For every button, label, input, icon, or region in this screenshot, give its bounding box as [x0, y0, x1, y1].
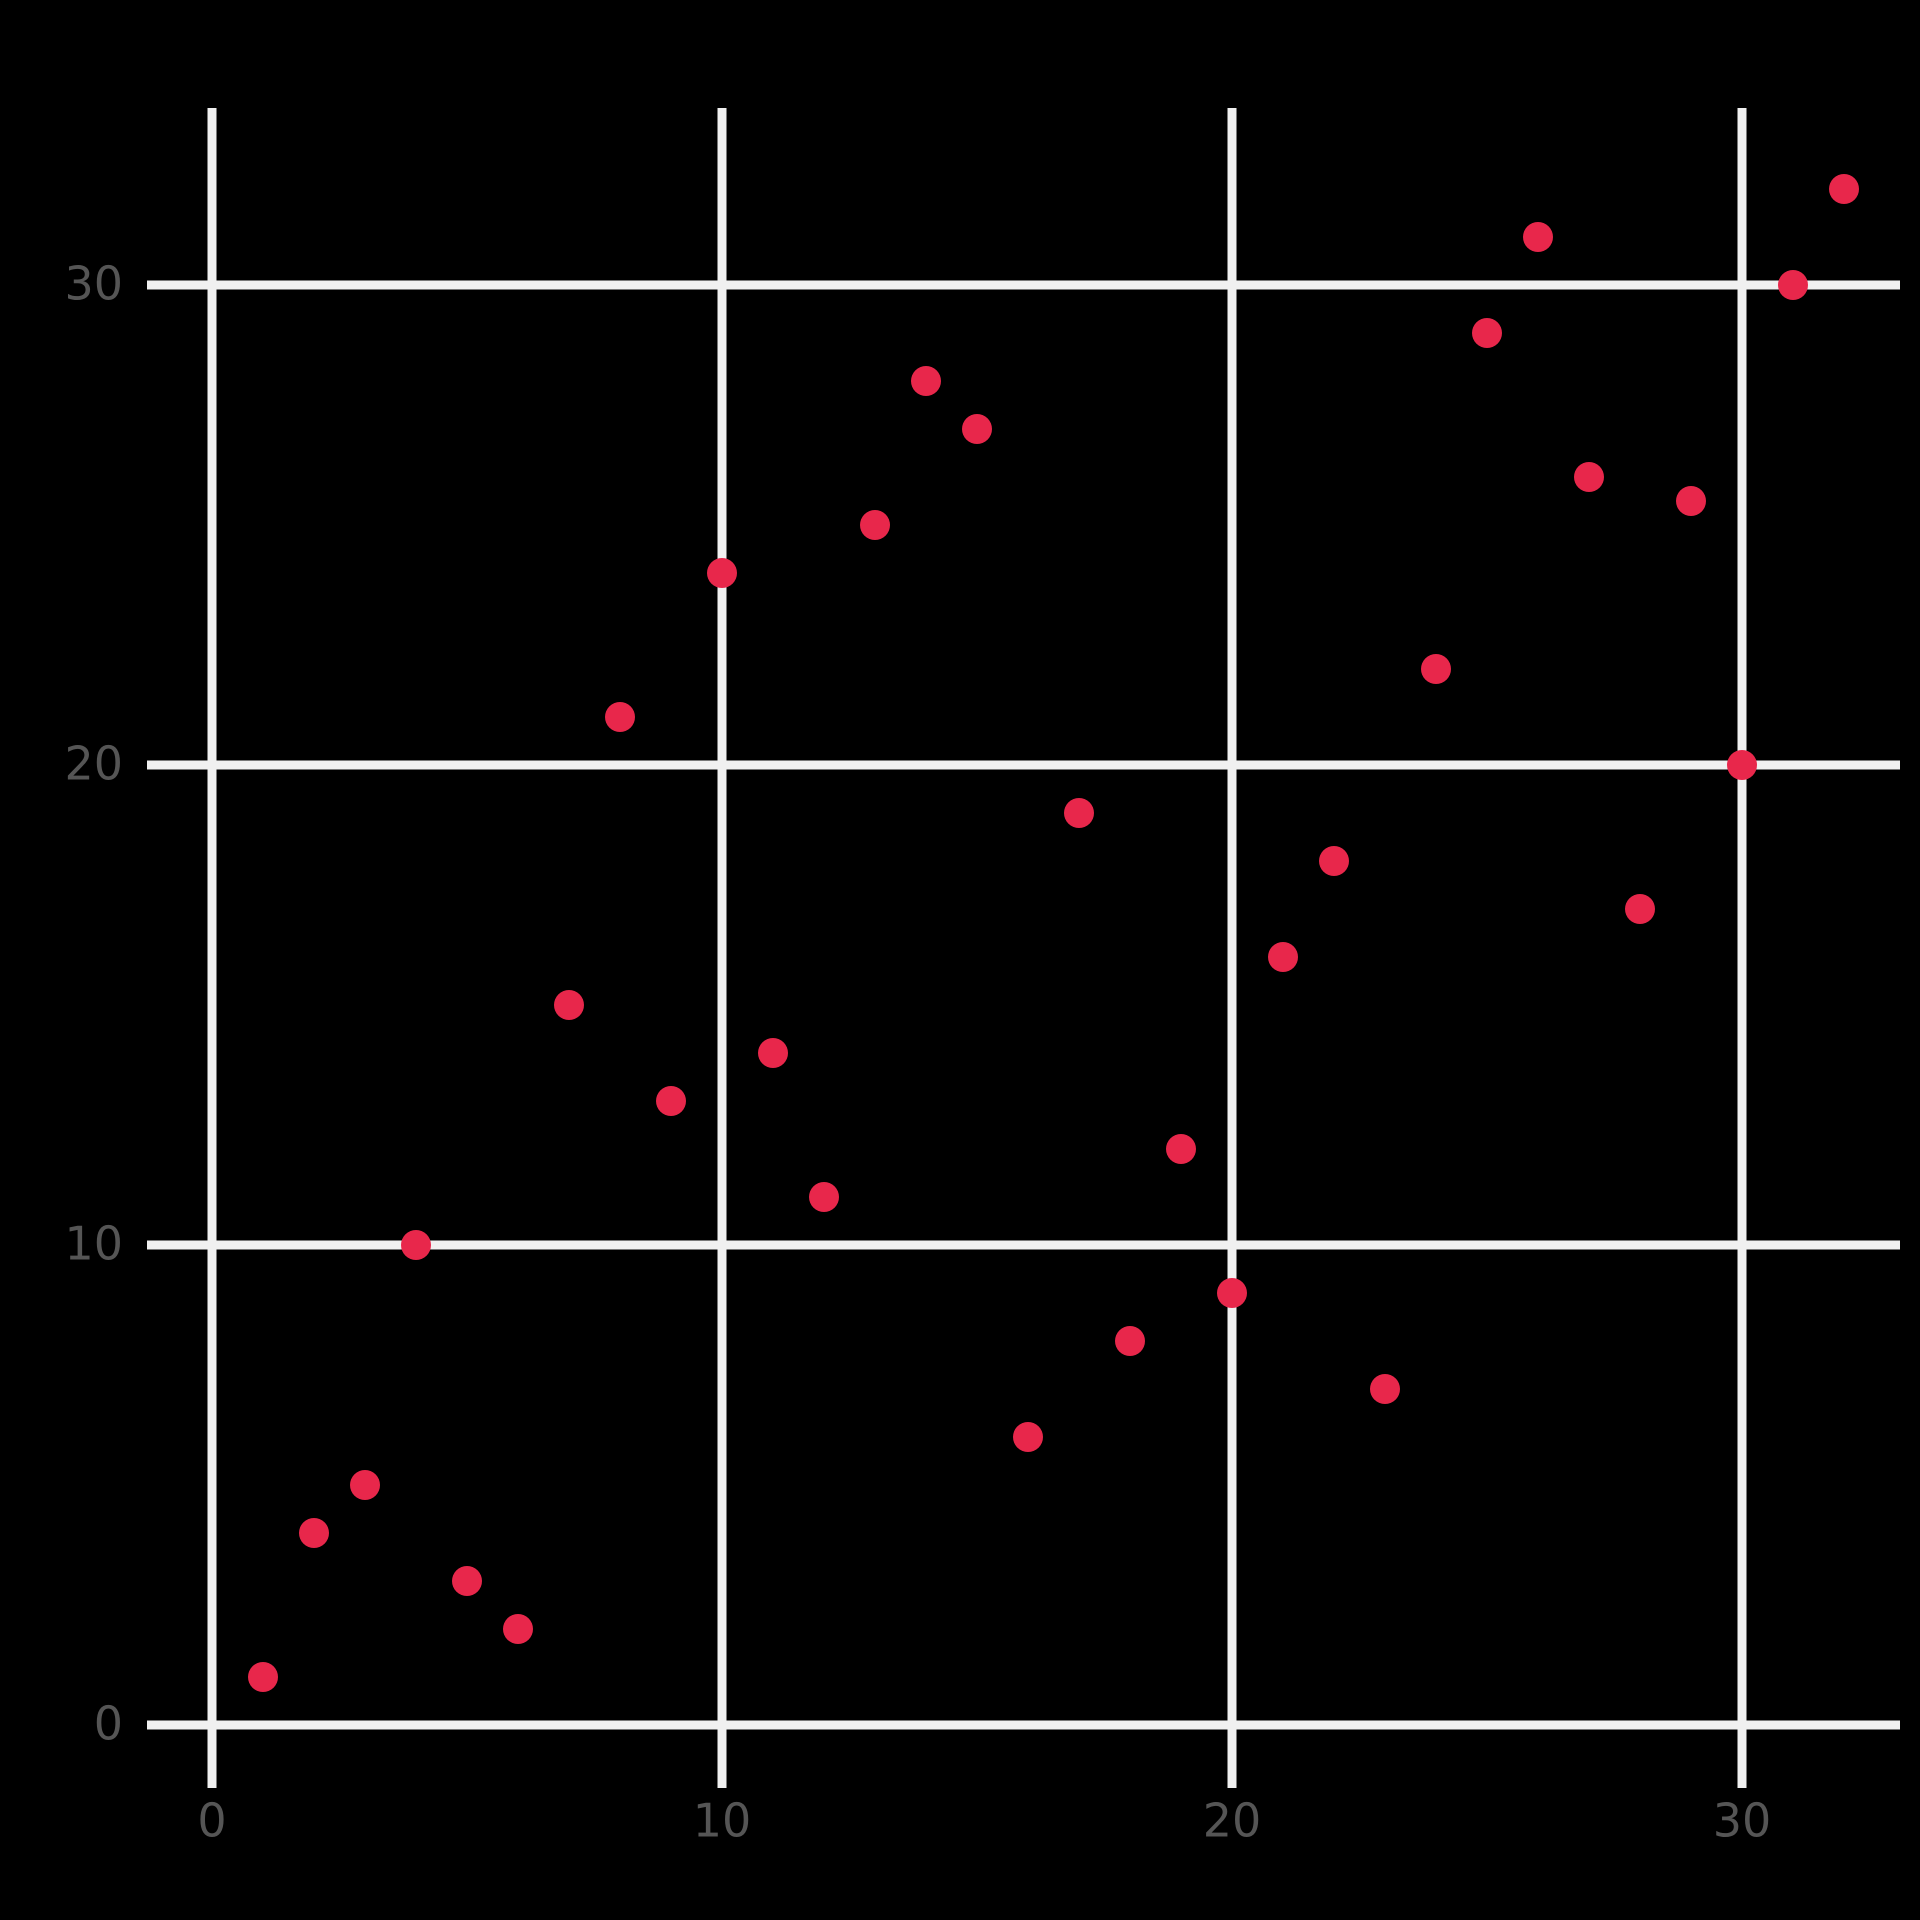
- scatter-point: [1013, 1422, 1043, 1452]
- data-points: [248, 174, 1859, 1692]
- scatter-point: [1574, 462, 1604, 492]
- y-tick-label: 0: [94, 1697, 123, 1751]
- scatter-point: [1319, 846, 1349, 876]
- scatter-point: [809, 1182, 839, 1212]
- scatter-point: [1217, 1278, 1247, 1308]
- x-tick-label: 20: [1203, 1793, 1262, 1847]
- grid-lines: [175, 108, 1900, 1760]
- scatter-point: [1829, 174, 1859, 204]
- scatter-point: [350, 1470, 380, 1500]
- scatter-point: [299, 1518, 329, 1548]
- scatter-point: [1370, 1374, 1400, 1404]
- scatter-point: [1472, 318, 1502, 348]
- scatter-point: [1625, 894, 1655, 924]
- scatter-point: [1523, 222, 1553, 252]
- scatter-point: [1421, 654, 1451, 684]
- scatter-point: [248, 1662, 278, 1692]
- scatter-point: [962, 414, 992, 444]
- y-tick-label: 20: [64, 737, 123, 791]
- scatter-point: [503, 1614, 533, 1644]
- scatter-point: [605, 702, 635, 732]
- scatter-point: [911, 366, 941, 396]
- scatter-point: [401, 1230, 431, 1260]
- axis-tick-marks: [147, 280, 1747, 1788]
- y-tick-label: 10: [64, 1217, 123, 1271]
- scatter-point: [1064, 798, 1094, 828]
- scatter-point: [1676, 486, 1706, 516]
- scatter-point: [554, 990, 584, 1020]
- x-axis-tick-labels: 0 10 20 30: [197, 1793, 1771, 1847]
- scatter-point: [860, 510, 890, 540]
- y-axis-tick-labels: 0 10 20 30: [64, 257, 123, 1751]
- scatter-point: [707, 558, 737, 588]
- axis-spines: [175, 108, 1900, 1760]
- scatter-point: [1778, 270, 1808, 300]
- scatter-point: [1115, 1326, 1145, 1356]
- y-tick-label: 30: [64, 257, 123, 311]
- x-tick-label: 0: [197, 1793, 226, 1847]
- x-tick-label: 10: [693, 1793, 752, 1847]
- scatter-point: [656, 1086, 686, 1116]
- scatter-point: [1268, 942, 1298, 972]
- x-tick-label: 30: [1713, 1793, 1772, 1847]
- scatter-point: [758, 1038, 788, 1068]
- scatter-point: [452, 1566, 482, 1596]
- scatter-point: [1166, 1134, 1196, 1164]
- scatter-point: [1727, 750, 1757, 780]
